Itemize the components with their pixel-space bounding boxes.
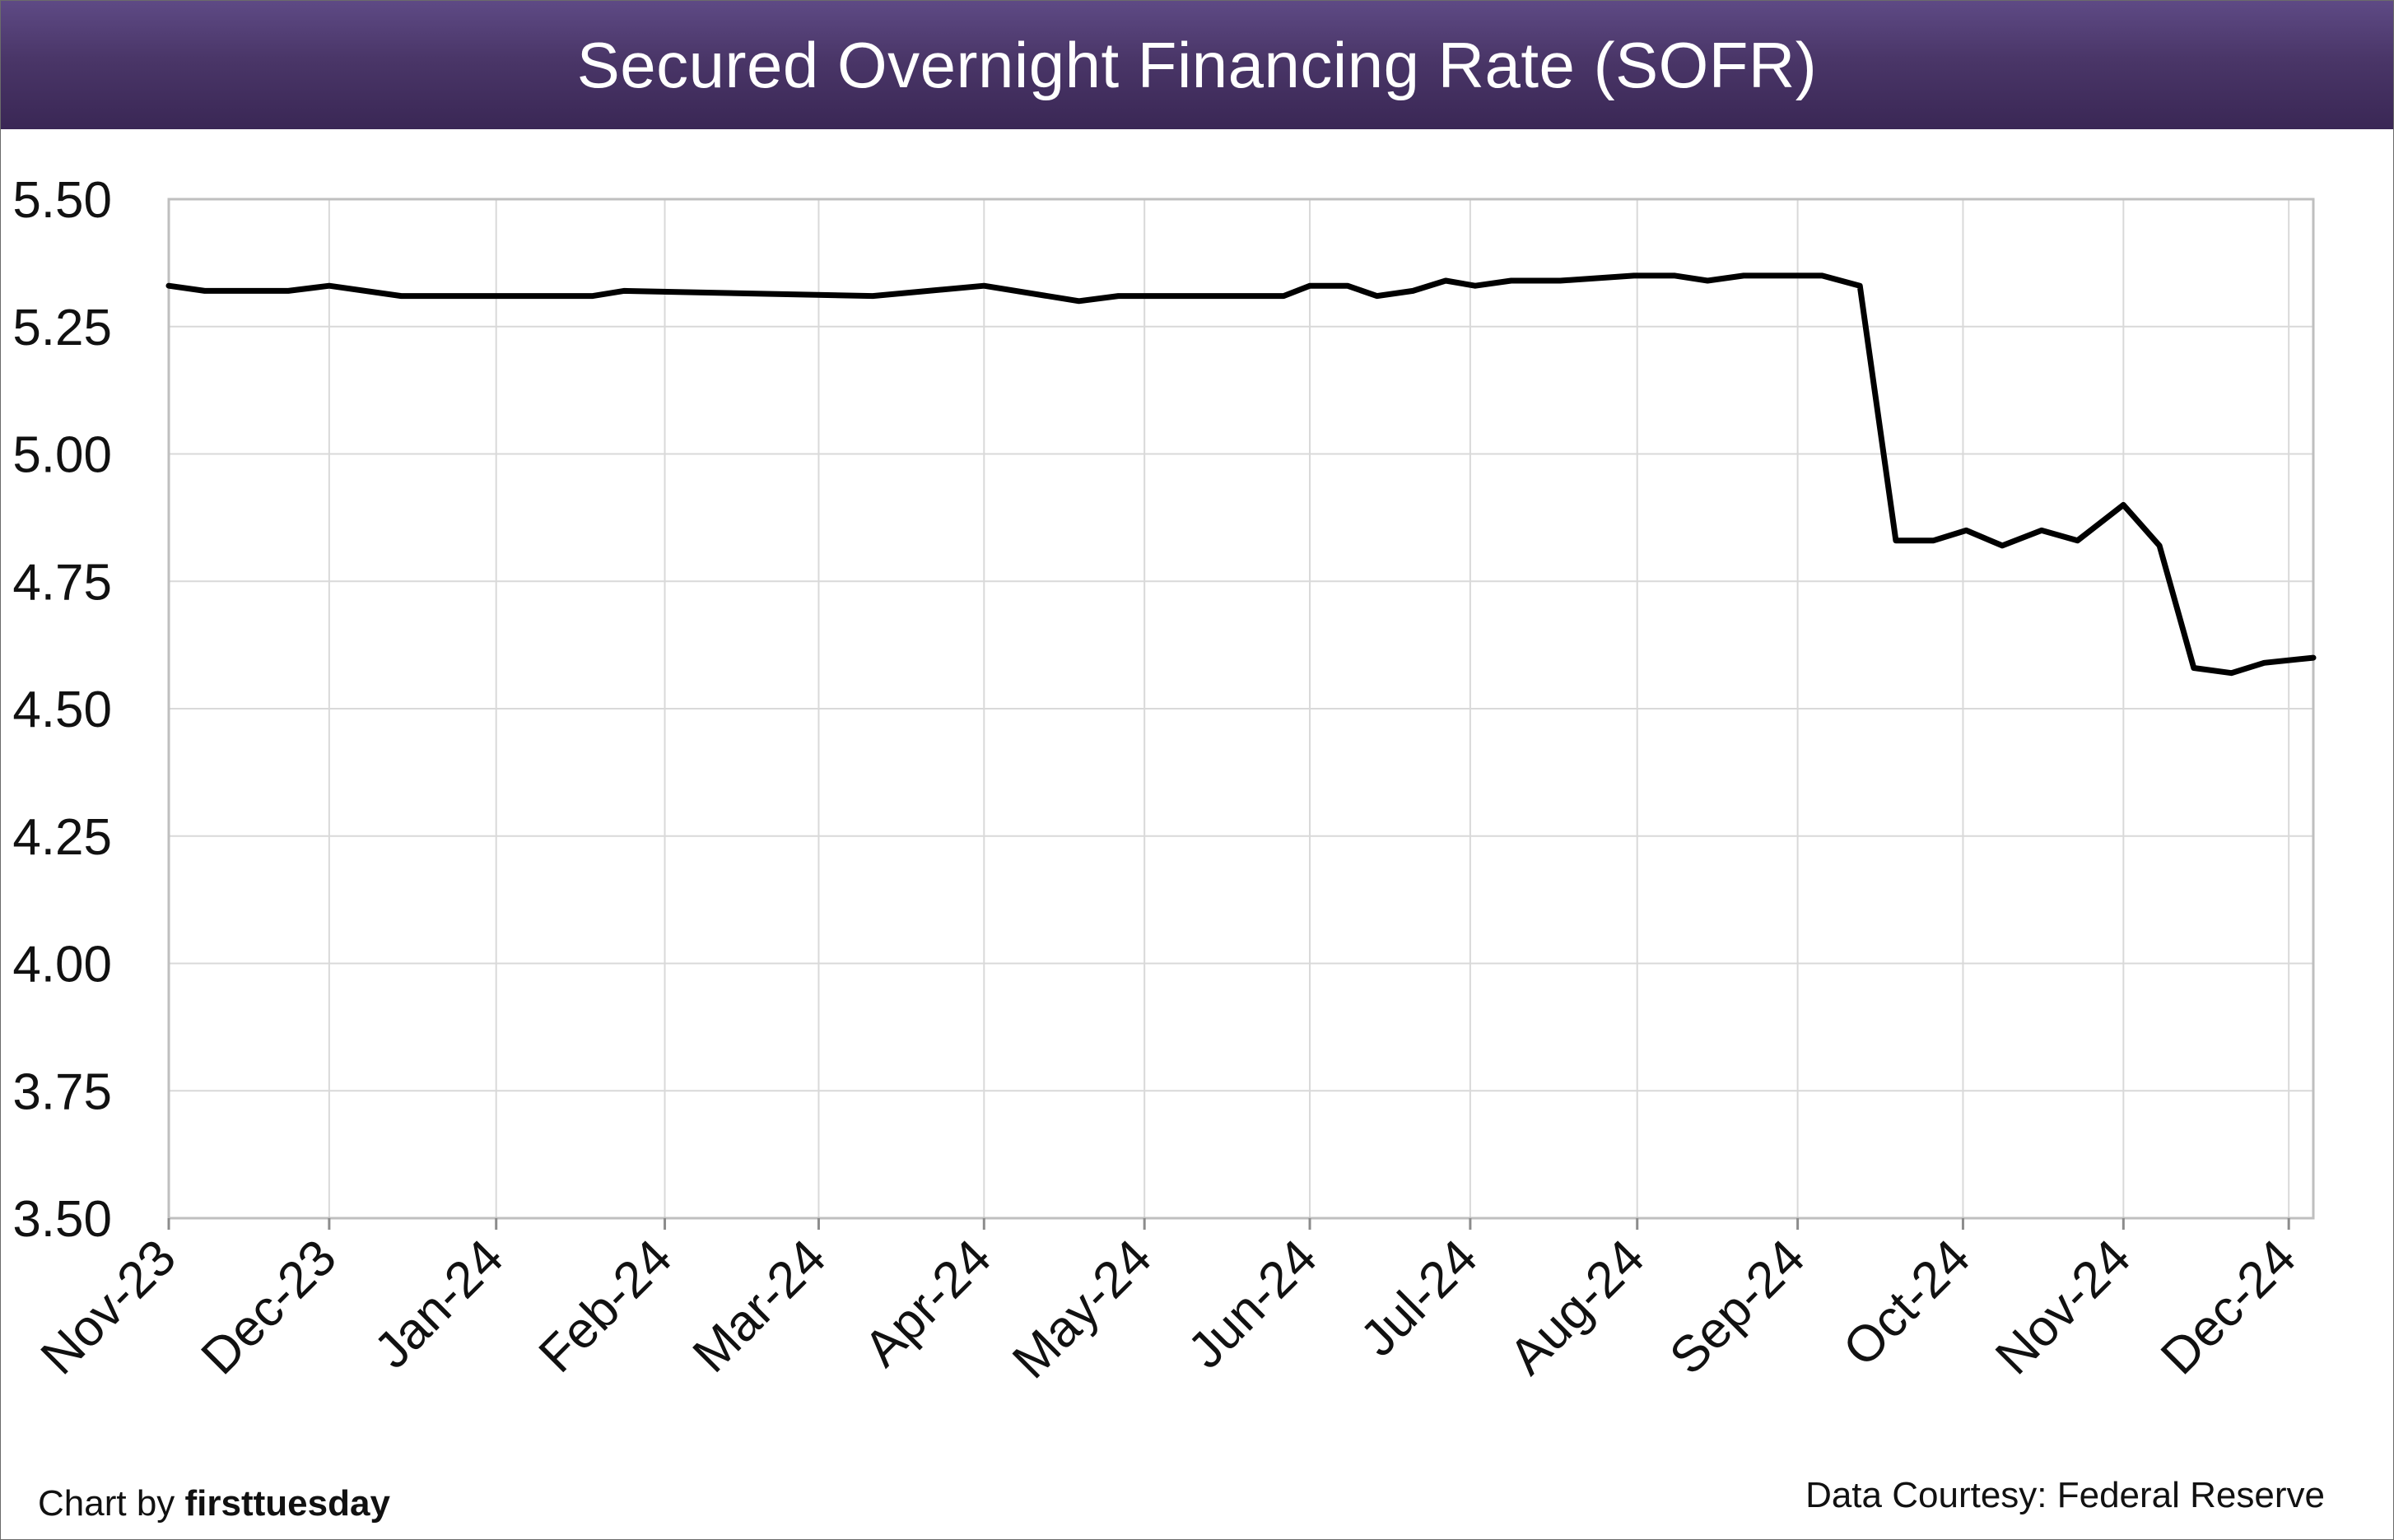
x-tick-label: Apr-24 <box>854 1229 1002 1377</box>
plot-area-border <box>167 198 2315 1220</box>
x-tick-label: Jun-24 <box>1177 1229 1328 1379</box>
x-tick-label: Sep-24 <box>1659 1229 1815 1385</box>
title-bar: Secured Overnight Financing Rate (SOFR) <box>1 1 2393 129</box>
chart-title: Secured Overnight Financing Rate (SOFR) <box>576 28 1818 101</box>
y-tick-label: 4.25 <box>12 809 112 866</box>
x-tick-label: Nov-24 <box>1985 1229 2141 1385</box>
y-tick-label: 4.50 <box>12 682 112 738</box>
horizontal-gridlines <box>169 198 2313 1219</box>
chart-credit-brand: firsttuesday <box>184 1483 390 1524</box>
y-tick-label: 4.00 <box>12 937 112 993</box>
chart-credit: Chart by firsttuesday <box>38 1483 390 1524</box>
x-tick-label: Nov-23 <box>30 1229 187 1385</box>
data-source: Data Courtesy: Federal Reserve <box>1805 1475 2325 1515</box>
sofr-series-line <box>165 272 2317 677</box>
y-tick-label: 3.50 <box>12 1191 112 1248</box>
y-tick-label: 4.75 <box>12 554 112 611</box>
x-axis-ticks <box>167 1218 2290 1230</box>
y-tick-label: 3.75 <box>12 1063 112 1120</box>
x-tick-label: Dec-24 <box>2150 1229 2307 1385</box>
x-tick-label: Dec-23 <box>191 1229 347 1385</box>
x-tick-label: Aug-24 <box>1498 1229 1655 1385</box>
x-tick-label: Jan-24 <box>364 1229 515 1379</box>
x-tick-label: Mar-24 <box>682 1229 837 1384</box>
x-axis-tick-labels: Nov-23 Dec-23 Jan-24 Feb-24 Mar-24 Apr-24 May-… <box>30 1229 2307 1389</box>
chart-credit-prefix: Chart by <box>38 1483 185 1524</box>
x-tick-label: Jul-24 <box>1350 1229 1488 1367</box>
x-tick-label: May-24 <box>1002 1229 1162 1389</box>
x-tick-label: Oct-24 <box>1833 1229 1981 1377</box>
x-tick-label: Feb-24 <box>529 1229 683 1384</box>
y-tick-label: 5.25 <box>12 300 112 356</box>
y-axis-tick-labels: 5.50 5.25 5.00 4.75 4.50 4.25 4.00 3.75 3.50 <box>12 172 112 1248</box>
y-tick-label: 5.50 <box>12 172 112 229</box>
y-tick-label: 5.00 <box>12 427 112 484</box>
